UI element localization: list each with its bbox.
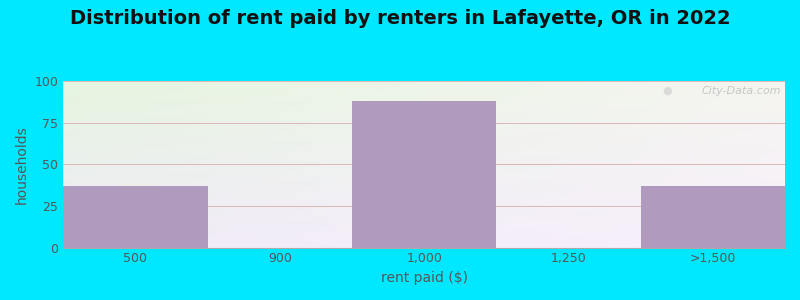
Bar [641, 186, 785, 248]
X-axis label: rent paid ($): rent paid ($) [381, 271, 468, 285]
Text: City-Data.com: City-Data.com [702, 86, 782, 96]
Bar [63, 186, 208, 248]
Text: Distribution of rent paid by renters in Lafayette, OR in 2022: Distribution of rent paid by renters in … [70, 9, 730, 28]
Text: ●: ● [662, 86, 672, 96]
Bar [352, 101, 496, 248]
Y-axis label: households: households [15, 125, 29, 204]
